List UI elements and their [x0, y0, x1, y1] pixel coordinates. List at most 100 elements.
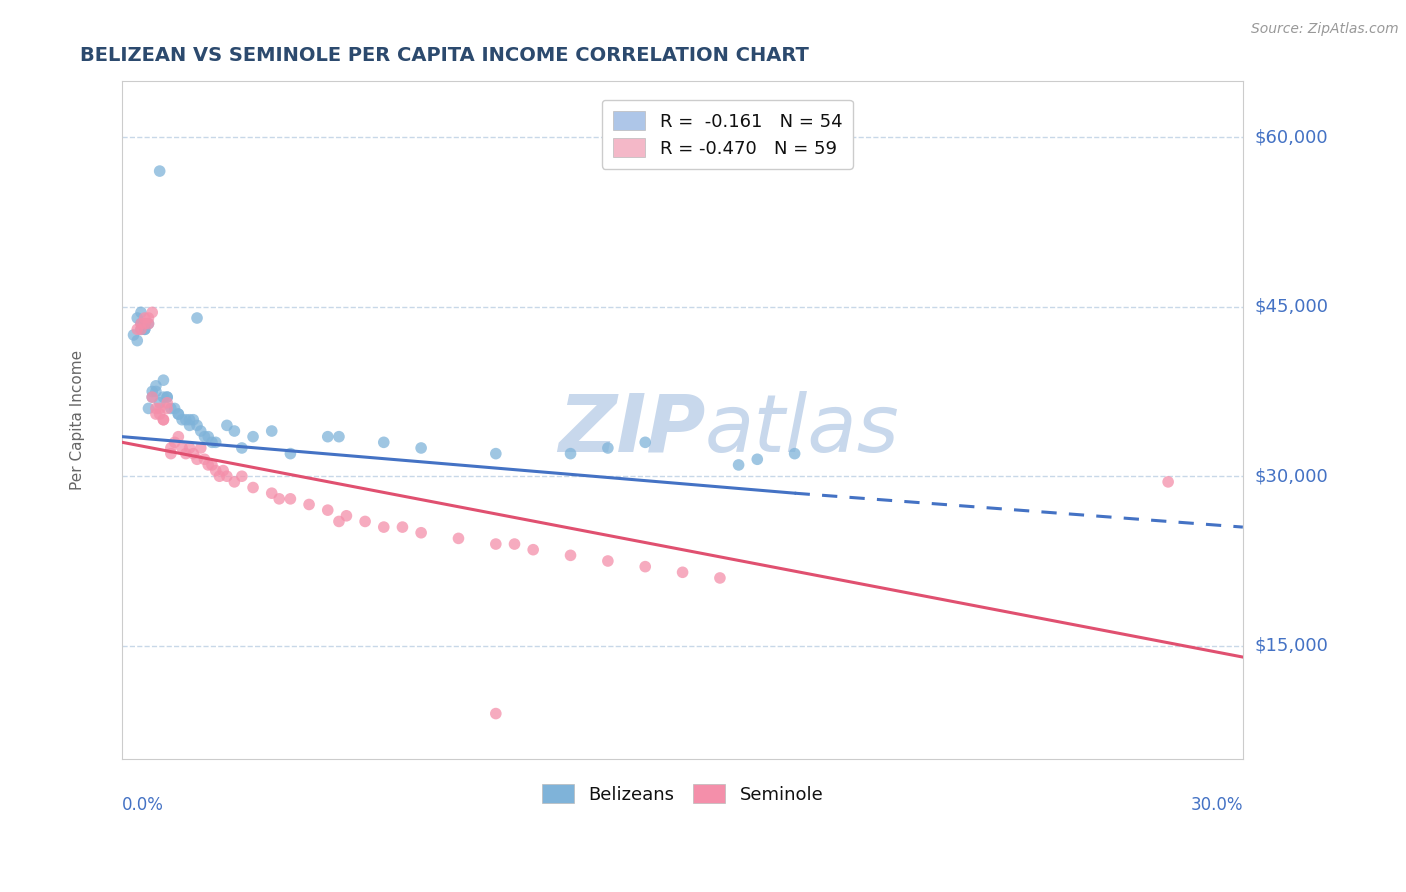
Point — [215, 418, 238, 433]
Point — [411, 441, 433, 455]
Point — [149, 396, 172, 410]
Point — [163, 435, 186, 450]
Point — [141, 390, 163, 404]
Point — [204, 464, 226, 478]
Text: Source: ZipAtlas.com: Source: ZipAtlas.com — [1251, 22, 1399, 37]
Point — [560, 549, 582, 563]
Point — [298, 498, 321, 512]
Point — [596, 441, 619, 455]
Point — [316, 503, 339, 517]
Point — [138, 401, 160, 416]
Point — [141, 390, 163, 404]
Text: Per Capita Income: Per Capita Income — [70, 350, 84, 490]
Point — [727, 458, 749, 472]
Point — [129, 322, 152, 336]
Point — [224, 475, 246, 489]
Point — [186, 311, 208, 326]
Point — [141, 384, 163, 399]
Point — [174, 413, 197, 427]
Text: $45,000: $45,000 — [1254, 298, 1329, 316]
Point — [129, 322, 152, 336]
Point — [560, 447, 582, 461]
Text: ZIP: ZIP — [558, 391, 704, 469]
Point — [152, 390, 174, 404]
Text: $15,000: $15,000 — [1254, 637, 1327, 655]
Text: 30.0%: 30.0% — [1191, 796, 1243, 814]
Point — [215, 469, 238, 483]
Point — [186, 452, 208, 467]
Point — [181, 413, 204, 427]
Point — [167, 407, 190, 421]
Text: BELIZEAN VS SEMINOLE PER CAPITA INCOME CORRELATION CHART: BELIZEAN VS SEMINOLE PER CAPITA INCOME C… — [80, 46, 808, 65]
Point — [172, 441, 194, 455]
Point — [149, 401, 172, 416]
Point — [160, 447, 183, 461]
Point — [127, 311, 149, 326]
Point — [242, 430, 264, 444]
Point — [134, 317, 156, 331]
Point — [149, 407, 172, 421]
Point — [224, 424, 246, 438]
Point — [208, 469, 231, 483]
Point — [190, 424, 212, 438]
Point — [231, 441, 253, 455]
Point — [485, 706, 508, 721]
Point — [280, 491, 302, 506]
Point — [156, 390, 179, 404]
Point — [149, 164, 172, 178]
Point — [328, 515, 350, 529]
Point — [634, 435, 657, 450]
Point — [204, 435, 226, 450]
Point — [160, 401, 183, 416]
Text: atlas: atlas — [704, 391, 900, 469]
Point — [134, 322, 156, 336]
Point — [447, 532, 470, 546]
Point — [129, 317, 152, 331]
Point — [179, 441, 201, 455]
Point — [152, 373, 174, 387]
Point — [145, 379, 167, 393]
Point — [156, 390, 179, 404]
Point — [193, 430, 215, 444]
Point — [201, 435, 224, 450]
Point — [522, 542, 544, 557]
Point — [152, 413, 174, 427]
Point — [373, 435, 395, 450]
Point — [747, 452, 769, 467]
Point — [391, 520, 413, 534]
Point — [709, 571, 731, 585]
Point — [783, 447, 806, 461]
Point — [242, 481, 264, 495]
Point — [156, 396, 179, 410]
Point — [145, 401, 167, 416]
Point — [179, 418, 201, 433]
Point — [129, 317, 152, 331]
Point — [503, 537, 526, 551]
Point — [163, 401, 186, 416]
Point — [127, 334, 149, 348]
Point — [354, 515, 377, 529]
Point — [671, 566, 693, 580]
Point — [269, 491, 291, 506]
Text: 0.0%: 0.0% — [122, 796, 165, 814]
Point — [156, 401, 179, 416]
Text: $60,000: $60,000 — [1254, 128, 1327, 146]
Point — [197, 430, 219, 444]
Point — [167, 407, 190, 421]
Point — [172, 413, 194, 427]
Point — [280, 447, 302, 461]
Point — [134, 311, 156, 326]
Point — [174, 447, 197, 461]
Point — [134, 322, 156, 336]
Point — [212, 464, 235, 478]
Point — [260, 424, 283, 438]
Point — [160, 441, 183, 455]
Point — [201, 458, 224, 472]
Legend: Belizeans, Seminole: Belizeans, Seminole — [534, 776, 831, 811]
Point — [181, 447, 204, 461]
Point — [1157, 475, 1180, 489]
Point — [186, 418, 208, 433]
Point — [152, 413, 174, 427]
Point — [134, 317, 156, 331]
Point — [335, 508, 357, 523]
